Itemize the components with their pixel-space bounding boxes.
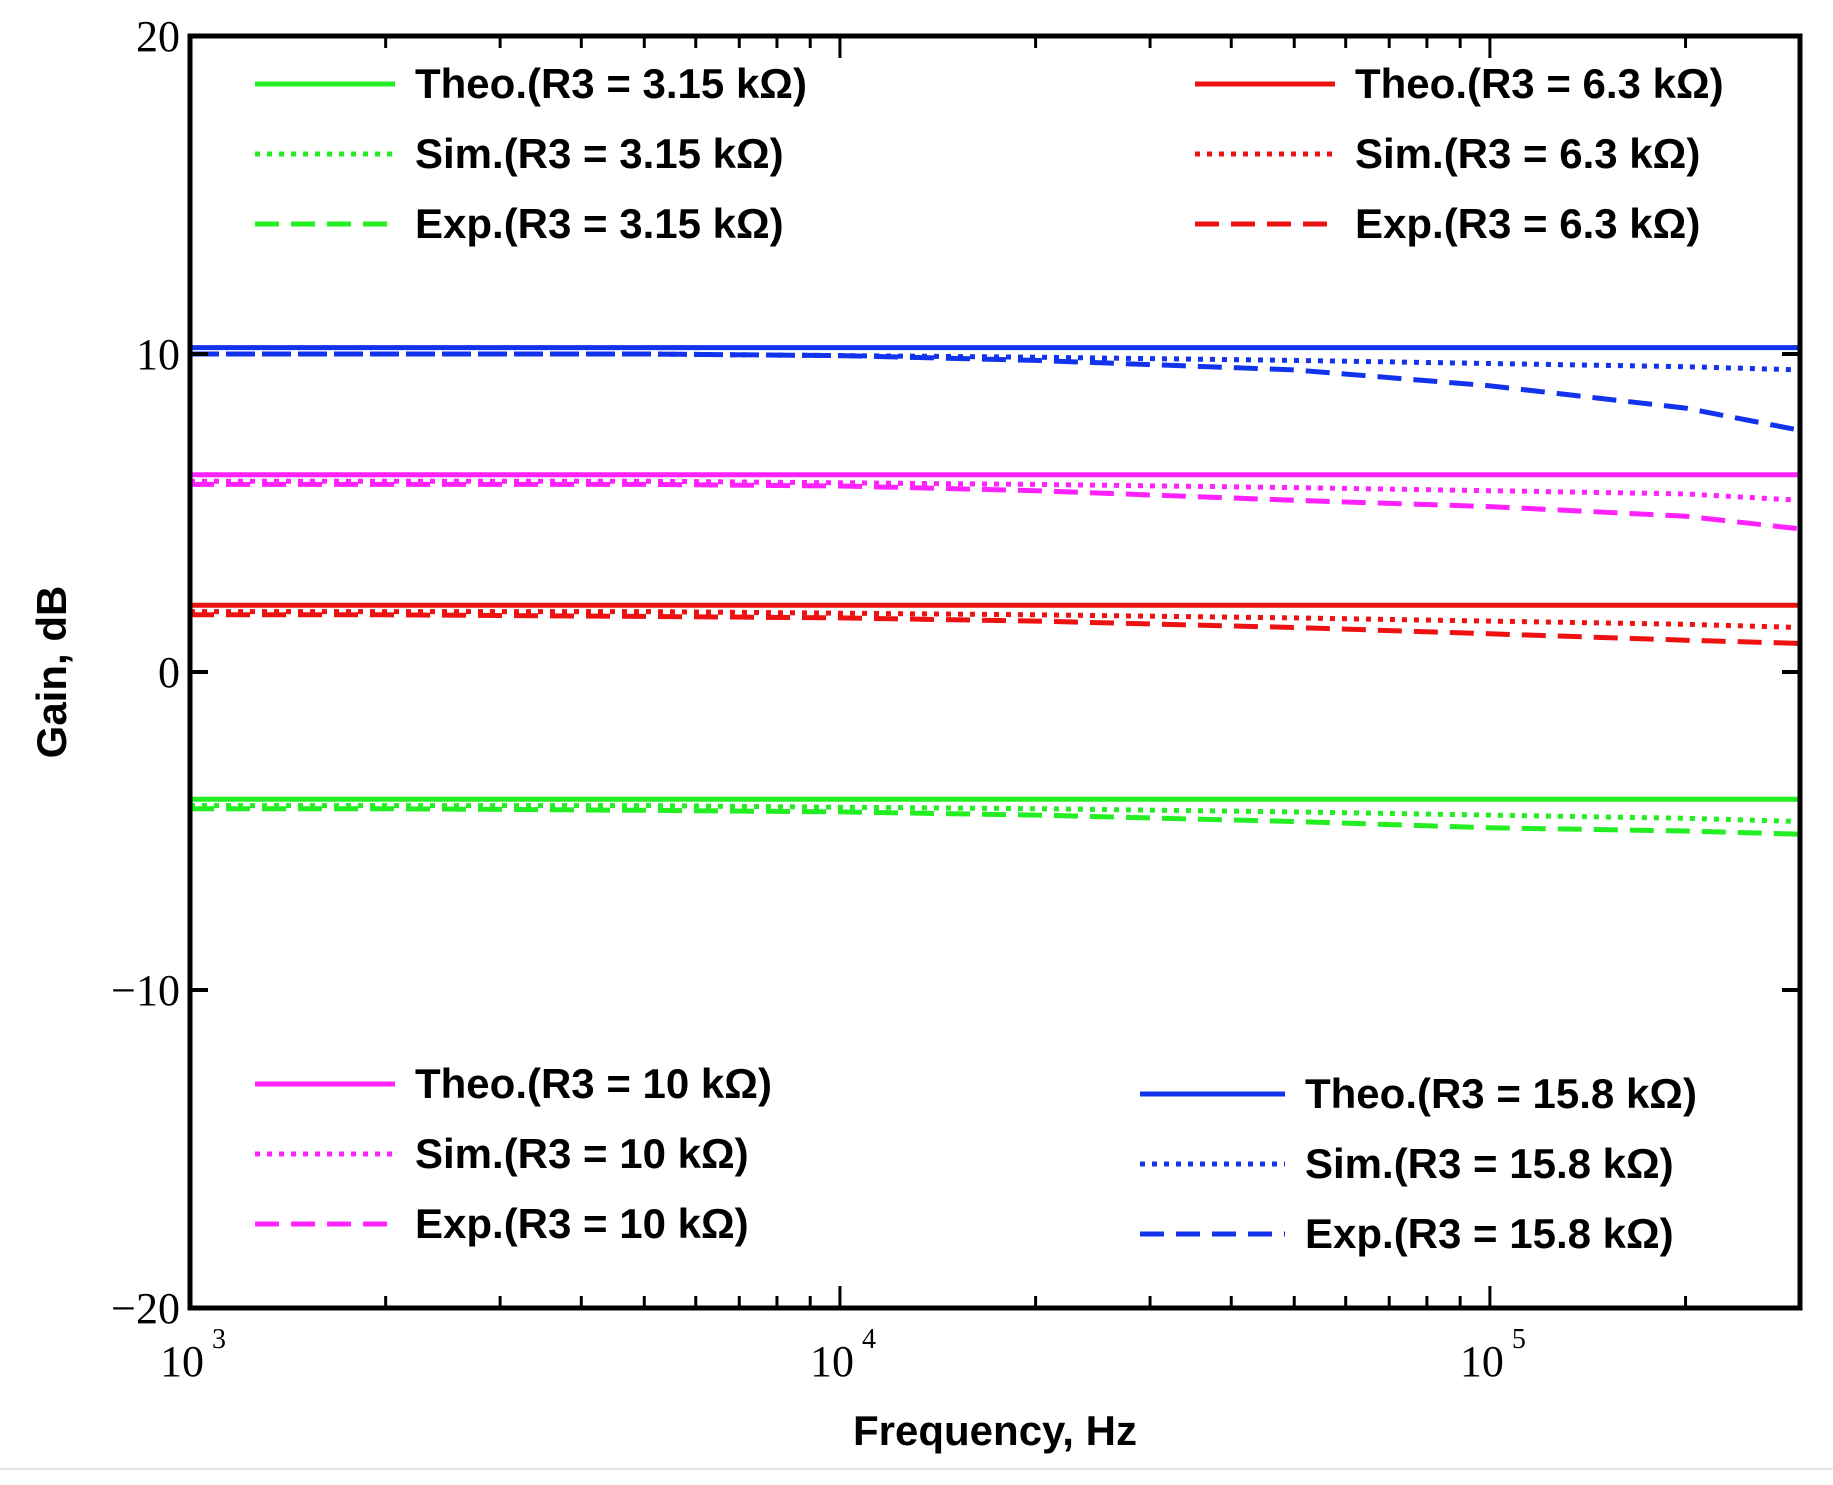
x-tick-exponent: 4 <box>862 1324 876 1355</box>
series-layer <box>190 345 1801 837</box>
legend-label-sim-r3-6-3-k: Sim.(R3 = 6.3 kΩ) <box>1355 130 1700 177</box>
y-axis-label: Gain, dB <box>28 586 75 759</box>
series-line-sim-r3-6-3-k <box>190 609 1801 630</box>
x-tick-label: 10 <box>1460 1337 1504 1386</box>
y-tick-label: 0 <box>158 648 180 697</box>
legend-layer: Theo.(R3 = 3.15 kΩ) Sim.(R3 = 3.15 kΩ) Exp… <box>255 60 1724 1257</box>
series-line-exp-r3-6-3-k <box>190 612 1801 646</box>
x-tick-label: 10 <box>810 1337 854 1386</box>
legend-label-sim-r3-10-k: Sim.(R3 = 10 kΩ) <box>415 1130 749 1177</box>
x-tick-label: 10 <box>160 1337 204 1386</box>
y-tick-label: −10 <box>111 966 180 1015</box>
legend-bottom-right: Theo.(R3 = 15.8 kΩ) Sim.(R3 = 15.8 kΩ) Exp… <box>1140 1070 1697 1257</box>
y-tick-label: 20 <box>136 12 180 61</box>
legend-label-exp-r3-10-k: Exp.(R3 = 10 kΩ) <box>415 1200 749 1247</box>
series-line-exp-r3-15-8-k <box>190 351 1801 433</box>
legend-label-theo-r3-10-k: Theo.(R3 = 10 kΩ) <box>415 1060 772 1107</box>
series-line-sim-r3-10-k <box>190 478 1801 503</box>
legend-label-theo-r3-6-3-k: Theo.(R3 = 6.3 kΩ) <box>1355 60 1724 107</box>
legend-bottom-left: Theo.(R3 = 10 kΩ) Sim.(R3 = 10 kΩ) Exp.(R3… <box>255 1060 772 1247</box>
legend-top-right: Theo.(R3 = 6.3 kΩ) Sim.(R3 = 6.3 kΩ) Exp.(… <box>1195 60 1724 247</box>
series-line-exp-r3-10-k <box>190 481 1801 532</box>
legend-top-left: Theo.(R3 = 3.15 kΩ) Sim.(R3 = 3.15 kΩ) Exp… <box>255 60 807 247</box>
x-axis-label: Frequency, Hz <box>853 1407 1137 1454</box>
bottom-divider <box>0 1468 1833 1470</box>
y-tick-label: 10 <box>136 330 180 379</box>
y-tick-label: −20 <box>111 1284 180 1333</box>
legend-label-exp-r3-15-8-k: Exp.(R3 = 15.8 kΩ) <box>1305 1210 1674 1257</box>
series-line-exp-r3-3-15-k <box>190 806 1801 837</box>
legend-label-sim-r3-3-15-k: Sim.(R3 = 3.15 kΩ) <box>415 130 784 177</box>
series-line-sim-r3-3-15-k <box>190 803 1801 824</box>
legend-label-exp-r3-3-15-k: Exp.(R3 = 3.15 kΩ) <box>415 200 784 247</box>
series-line-sim-r3-15-8-k <box>190 351 1801 373</box>
legend-label-theo-r3-15-8-k: Theo.(R3 = 15.8 kΩ) <box>1305 1070 1697 1117</box>
x-tick-exponent: 5 <box>1512 1324 1526 1355</box>
legend-label-theo-r3-3-15-k: Theo.(R3 = 3.15 kΩ) <box>415 60 807 107</box>
legend-label-sim-r3-15-8-k: Sim.(R3 = 15.8 kΩ) <box>1305 1140 1674 1187</box>
x-tick-exponent: 3 <box>212 1324 226 1355</box>
legend-label-exp-r3-6-3-k: Exp.(R3 = 6.3 kΩ) <box>1355 200 1700 247</box>
